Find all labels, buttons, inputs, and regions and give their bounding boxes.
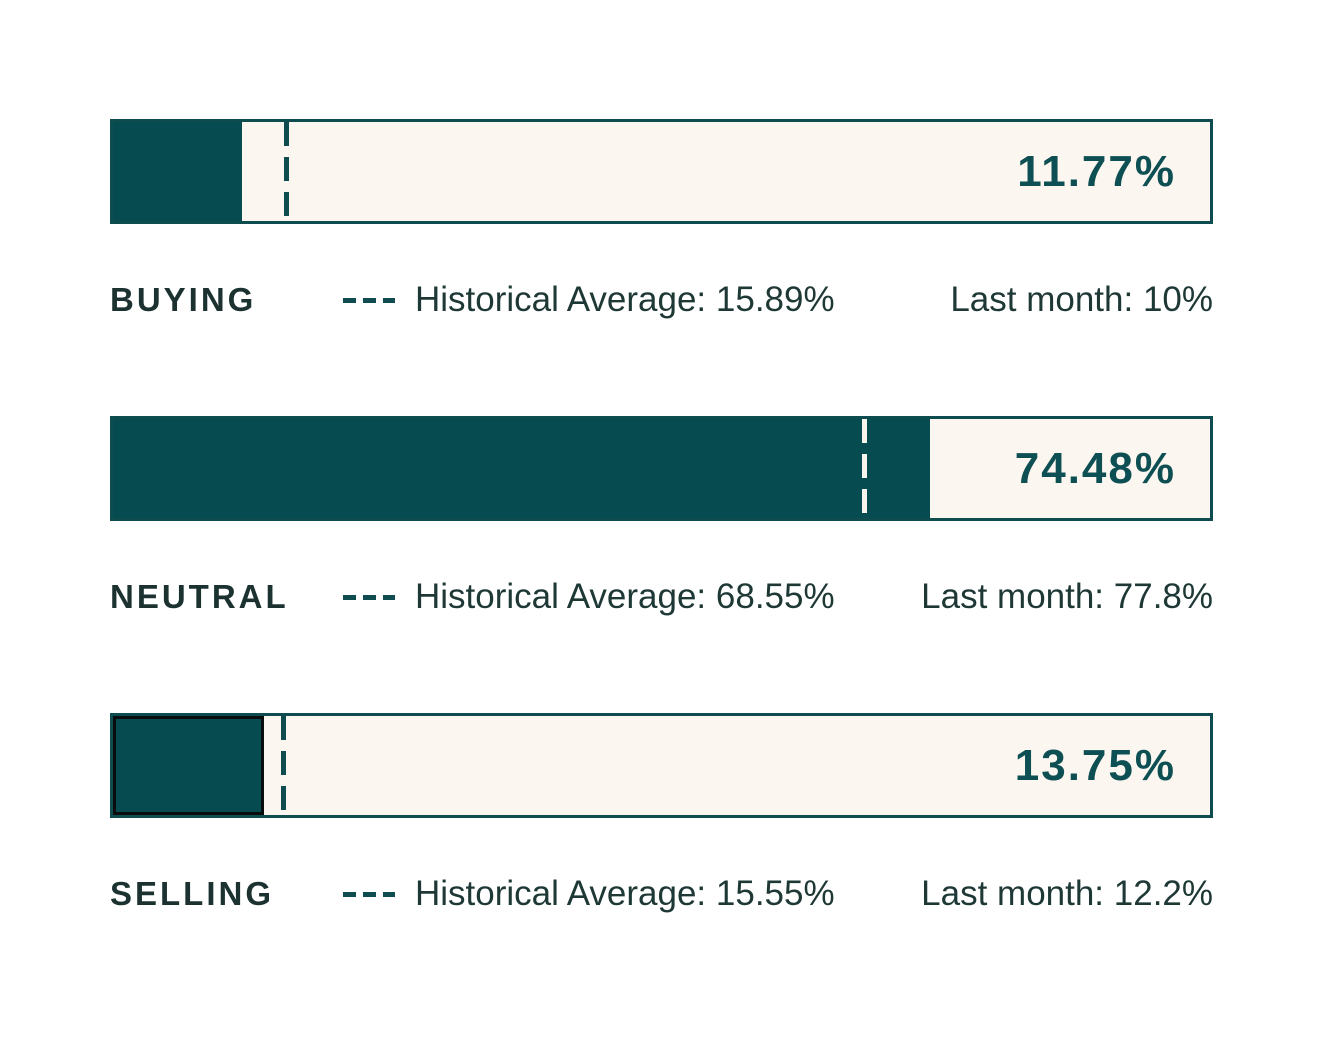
- legend-row-selling: SELLING Historical Average: 15.55% Last …: [110, 870, 1213, 918]
- bar-track-buying: 11.77%: [110, 119, 1213, 224]
- historical-average-marker-buying: [284, 122, 290, 221]
- bar-value-label: 11.77%: [1017, 147, 1176, 196]
- historical-average-legend: Historical Average: 15.55%: [343, 874, 835, 914]
- bar-value-label: 74.48%: [1014, 444, 1176, 493]
- bar-fill-selling[interactable]: [113, 716, 264, 815]
- dashed-line-legend-icon: [343, 594, 395, 600]
- historical-average-legend: Historical Average: 68.55%: [343, 577, 835, 617]
- bar-fill-neutral[interactable]: [113, 419, 931, 518]
- legend-row-neutral: NEUTRAL Historical Average: 68.55% Last …: [110, 573, 1213, 621]
- dashed-line-legend-icon: [343, 297, 395, 303]
- last-month-text: Last month: 12.2%: [921, 874, 1213, 913]
- sentiment-row-buying: 11.77% BUYING Historical Average: 15.89%…: [110, 119, 1213, 324]
- historical-average-text: Historical Average: 15.55%: [415, 874, 835, 913]
- category-label: BUYING: [110, 281, 257, 318]
- sentiment-row-selling: 13.75% SELLING Historical Average: 15.55…: [110, 713, 1213, 918]
- historical-average-marker-neutral: [861, 419, 867, 518]
- historical-average-marker-selling: [280, 716, 286, 815]
- historical-average-text: Historical Average: 15.89%: [415, 280, 835, 319]
- bar-track-selling: 13.75%: [110, 713, 1213, 818]
- category-label: NEUTRAL: [110, 578, 289, 615]
- legend-row-buying: BUYING Historical Average: 15.89% Last m…: [110, 276, 1213, 324]
- category-label: SELLING: [110, 875, 275, 912]
- sentiment-row-neutral: 74.48% NEUTRAL Historical Average: 68.55…: [110, 416, 1213, 621]
- last-month-text: Last month: 77.8%: [921, 577, 1213, 616]
- last-month-text: Last month: 10%: [950, 280, 1213, 319]
- bar-track-neutral: 74.48%: [110, 416, 1213, 521]
- bar-fill-buying[interactable]: [113, 122, 243, 221]
- historical-average-text: Historical Average: 68.55%: [415, 577, 835, 616]
- historical-average-legend: Historical Average: 15.89%: [343, 280, 835, 320]
- dashed-line-legend-icon: [343, 891, 395, 897]
- bar-value-label: 13.75%: [1014, 741, 1176, 790]
